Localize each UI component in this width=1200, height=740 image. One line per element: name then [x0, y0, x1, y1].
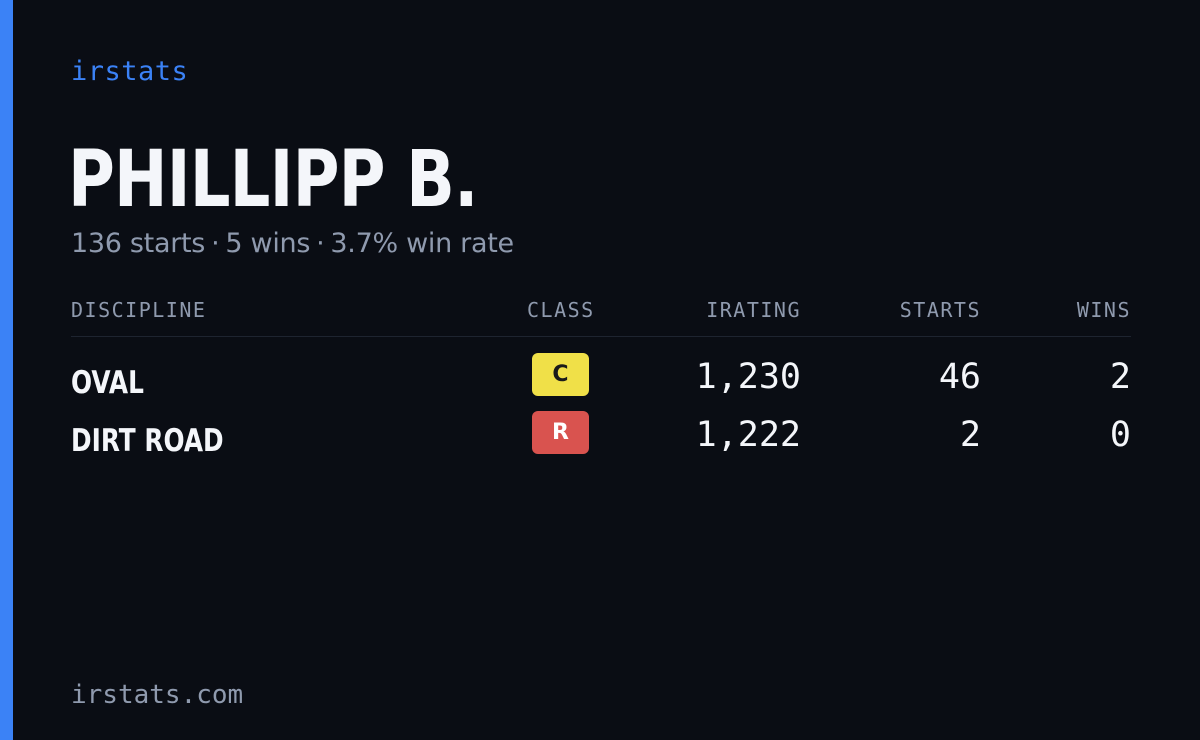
wins-value: 0 [1109, 415, 1131, 455]
summary-separator: · [316, 228, 325, 259]
license-class-badge: C [532, 353, 589, 396]
license-class-badge: R [532, 411, 589, 454]
header-discipline: DISCIPLINE [71, 298, 207, 322]
header-irating: IRATING [706, 298, 801, 322]
summary-starts: 136 starts [71, 228, 206, 259]
table-row: DIRT ROAD R 1,222 2 0 [71, 411, 1131, 469]
discipline-name: DIRT ROAD [71, 423, 224, 459]
header-wins: WINS [1076, 298, 1131, 322]
discipline-table: DISCIPLINE CLASS IRATING STARTS WINS OVA… [71, 298, 1131, 469]
summary-separator: · [211, 228, 220, 259]
header-class: CLASS [527, 298, 595, 322]
brand-logo[interactable]: irstats [71, 56, 189, 87]
starts-value: 2 [959, 415, 981, 455]
table-row: OVAL C 1,230 46 2 [71, 353, 1131, 411]
summary-wins: 5 wins [225, 228, 311, 259]
discipline-name: OVAL [71, 365, 144, 401]
accent-bar [0, 0, 13, 740]
player-summary: 136 starts · 5 wins · 3.7% win rate [71, 228, 514, 259]
starts-value: 46 [938, 357, 981, 397]
player-name: PHILLIPP B. [68, 135, 478, 225]
wins-value: 2 [1109, 357, 1131, 397]
header-starts: STARTS [899, 298, 981, 322]
irating-value: 1,222 [695, 415, 801, 455]
irating-value: 1,230 [695, 357, 801, 397]
footer-url[interactable]: irstats.com [71, 680, 244, 710]
table-header: DISCIPLINE CLASS IRATING STARTS WINS [71, 298, 1131, 337]
summary-win-rate: 3.7% win rate [330, 228, 514, 259]
